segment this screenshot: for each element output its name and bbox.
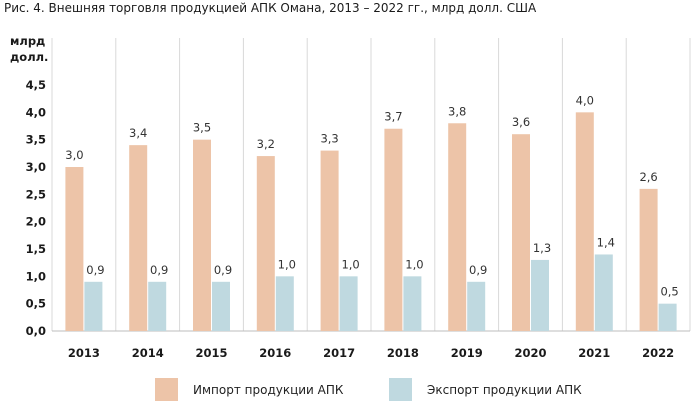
legend-label-import: Импорт продукции АПК [193,383,344,397]
y-tick-label: 3,0 [26,160,46,174]
export-value-label-2021: 1,4 [597,235,615,249]
y-tick-label: 2,0 [26,215,46,229]
import-bar-2019 [448,123,467,332]
export-bar-2016 [275,276,294,331]
y-axis-ticks: 0,0 0,5 1,0 1,5 2,0 2,5 3,0 3,5 4,0 4,5 [26,78,46,338]
bar-chart: 0,0 0,5 1,0 1,5 2,0 2,5 3,0 3,5 4,0 4,5 3,0 0,9 3,4… [26,38,691,360]
x-axis-ticks: 2013 2014 2015 2016 2017 2018 2019 2020 2021 2022 [68,346,674,360]
x-tick-label: 2013 [68,346,100,360]
import-bar-2015 [193,139,211,331]
y-tick-label: 2,5 [26,187,46,201]
export-bar-2021 [594,254,613,331]
import-value-label-2021: 4,0 [576,93,594,107]
export-bar-2022 [658,303,677,331]
y-tick-label: 4,5 [26,78,46,92]
export-value-label-2014: 0,9 [150,263,168,277]
x-tick-label: 2021 [578,346,610,360]
export-bar-2020 [531,259,549,331]
import-value-label-2015: 3,5 [193,121,211,135]
y-tick-label: 0,5 [26,297,46,311]
legend-swatch-export [389,378,412,401]
import-value-label-2017: 3,3 [320,132,338,146]
x-tick-label: 2022 [642,346,674,360]
export-bar-2014 [148,281,167,331]
y-tick-label: 4,0 [26,105,46,119]
x-tick-label: 2020 [514,346,546,360]
import-value-label-2016: 3,2 [257,137,275,151]
x-tick-label: 2017 [323,346,355,360]
export-bar-2013 [84,281,103,331]
import-bar-2021 [575,112,594,331]
chart-title: Рис. 4. Внешняя торговля продукцией АПК … [4,1,537,15]
y-axis-label-line-1: млрд [10,34,46,48]
export-bar-2015 [212,281,230,331]
import-value-label-2014: 3,4 [129,126,147,140]
legend-swatch-import [155,378,178,401]
bars [65,112,677,332]
import-value-label-2019: 3,8 [448,104,466,118]
x-tick-label: 2016 [259,346,291,360]
export-value-label-2013: 0,9 [86,263,104,277]
import-value-label-2020: 3,6 [512,115,530,129]
legend-label-export: Экспорт продукции АПК [427,383,582,397]
import-value-label-2018: 3,7 [384,110,402,124]
x-tick-label: 2018 [387,346,419,360]
export-value-label-2020: 1,3 [533,241,551,255]
import-bar-2018 [384,128,403,331]
export-value-label-2016: 1,0 [278,257,296,271]
x-tick-label: 2019 [451,346,483,360]
legend: Импорт продукции АПК Экспорт продукции А… [0,378,695,408]
export-bar-2018 [403,276,422,331]
export-value-label-2022: 0,5 [660,285,678,299]
import-bar-2020 [512,134,530,331]
import-bar-2022 [639,188,658,331]
import-bar-2014 [129,145,148,331]
gridlines [51,38,691,332]
export-value-label-2017: 1,0 [341,257,359,271]
x-tick-label: 2015 [195,346,227,360]
export-bar-2019 [467,281,486,331]
export-value-label-2019: 0,9 [469,263,487,277]
x-tick-label: 2014 [132,346,164,360]
y-axis-label-line-2: долл. [10,50,49,64]
import-bar-2013 [65,167,84,331]
y-tick-label: 1,5 [26,242,46,256]
y-tick-label: 0,0 [26,324,46,338]
data-labels: 3,0 0,9 3,4 0,9 3,5 0,9 3,2 1,0 3,3 1,0 3,7 1,0 3,8 0… [65,93,678,298]
y-tick-label: 3,5 [26,133,46,147]
import-value-label-2013: 3,0 [65,148,83,162]
import-bar-2017 [320,150,339,331]
y-tick-label: 1,0 [26,269,46,283]
import-bar-2016 [256,156,275,331]
import-value-label-2022: 2,6 [639,170,657,184]
export-value-label-2018: 1,0 [405,257,423,271]
export-bar-2017 [339,276,358,331]
export-value-label-2015: 0,9 [214,263,232,277]
